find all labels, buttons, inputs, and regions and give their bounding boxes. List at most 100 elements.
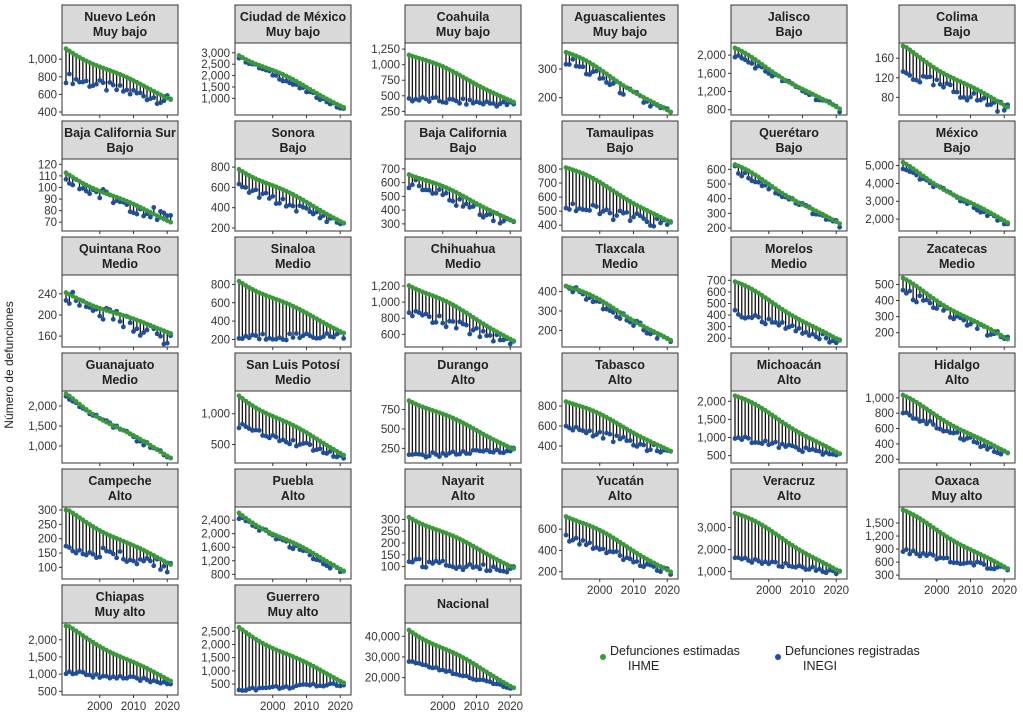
ihme-point — [930, 525, 936, 531]
inegi-point — [436, 454, 442, 459]
inegi-point — [467, 451, 473, 456]
inegi-point — [941, 308, 946, 313]
inegi-point — [480, 214, 486, 220]
inegi-point — [287, 441, 293, 447]
y-tick-label: 200 — [707, 223, 726, 235]
panel-state-label: México — [936, 126, 979, 140]
inegi-point — [97, 77, 103, 83]
panel-strip — [234, 4, 352, 44]
ihme-point — [236, 393, 242, 399]
inegi-point — [570, 201, 576, 207]
y-tick-label: 600 — [538, 524, 557, 536]
panel-strip — [404, 352, 522, 392]
inegi-point — [290, 546, 296, 552]
inegi-point — [607, 431, 613, 437]
x-tick-label: 2000 — [430, 701, 456, 713]
ihme-point — [668, 337, 674, 343]
legend-ihme-source: IHME — [628, 659, 659, 673]
y-tick-label: 1,000 — [201, 666, 230, 678]
inegi-point — [573, 424, 579, 430]
inegi-point — [436, 313, 442, 319]
inegi-point — [137, 332, 143, 338]
inegi-point — [604, 207, 609, 213]
inegi-point — [420, 452, 425, 458]
inegi-point — [236, 181, 242, 187]
panel-level-label: Alto — [945, 373, 970, 387]
inegi-point — [752, 65, 758, 71]
ihme-point — [903, 44, 909, 50]
inegi-point — [658, 569, 663, 575]
inegi-point — [256, 195, 262, 201]
ihme-point — [762, 295, 768, 300]
y-tick-label: 600 — [381, 178, 400, 190]
ihme-point — [168, 678, 174, 684]
inegi-point — [457, 564, 463, 570]
inegi-point — [827, 451, 832, 457]
inegi-point — [583, 430, 589, 436]
ihme-point — [341, 330, 347, 336]
inegi-point — [776, 322, 782, 328]
inegi-point — [566, 206, 572, 212]
y-tick-label: 100 — [38, 562, 57, 574]
inegi-point — [300, 682, 306, 687]
inegi-point — [436, 667, 442, 673]
panel-strip — [898, 236, 1016, 276]
y-tick-label: 1,000 — [697, 433, 726, 445]
inegi-point — [147, 214, 153, 220]
panel-level-label: Alto — [108, 489, 133, 503]
inegi-point — [641, 216, 647, 221]
inegi-point — [463, 451, 469, 456]
inegi-point — [497, 337, 503, 343]
x-tick-label: 2000 — [924, 585, 950, 597]
panel-strip — [404, 120, 522, 160]
inegi-point — [837, 224, 843, 230]
inegi-point — [239, 421, 245, 427]
panel-level-label: Alto — [608, 373, 633, 387]
inegi-point — [457, 196, 463, 202]
panel-state-label: Baja California Sur — [64, 126, 176, 140]
y-tick-label: 600 — [211, 182, 230, 194]
inegi-point — [634, 444, 640, 449]
inegi-point — [307, 442, 313, 448]
inegi-point — [463, 101, 469, 107]
inegi-point — [823, 335, 829, 341]
inegi-point — [651, 223, 657, 229]
panel-strip — [404, 468, 522, 508]
inegi-point — [83, 78, 89, 84]
ihme-point — [837, 569, 843, 574]
inegi-point — [762, 438, 768, 444]
panel-level-label: Alto — [777, 373, 802, 387]
y-tick-label: 1,200 — [201, 556, 230, 568]
panel-state-label: Yucatán — [596, 474, 644, 488]
inegi-point — [610, 217, 616, 223]
y-tick-label: 100 — [38, 182, 57, 194]
inegi-point — [87, 672, 93, 678]
panel-strip — [234, 584, 352, 624]
y-tick-label: 1,500 — [865, 518, 894, 530]
inegi-point — [927, 74, 933, 80]
inegi-point — [137, 678, 143, 684]
ihme-point — [927, 178, 933, 184]
ihme-point — [70, 510, 76, 516]
inegi-point — [433, 95, 439, 100]
inegi-point — [490, 218, 496, 224]
inegi-point — [144, 327, 150, 333]
inegi-point — [341, 335, 347, 341]
inegi-point — [164, 340, 170, 346]
panel-strip — [730, 4, 848, 44]
y-tick-label: 600 — [381, 329, 400, 341]
inegi-point — [114, 675, 120, 681]
x-tick-label: 2000 — [756, 585, 782, 597]
inegi-point — [573, 535, 579, 541]
inegi-point — [70, 81, 76, 87]
panel-level-label: Bajo — [106, 141, 133, 155]
y-tick-label: 800 — [38, 72, 57, 84]
y-tick-label: 1,000 — [28, 54, 57, 66]
inegi-point — [735, 312, 741, 317]
panel-level-label: Bajo — [775, 25, 802, 39]
inegi-point — [490, 681, 496, 687]
ihme-point — [239, 627, 245, 633]
